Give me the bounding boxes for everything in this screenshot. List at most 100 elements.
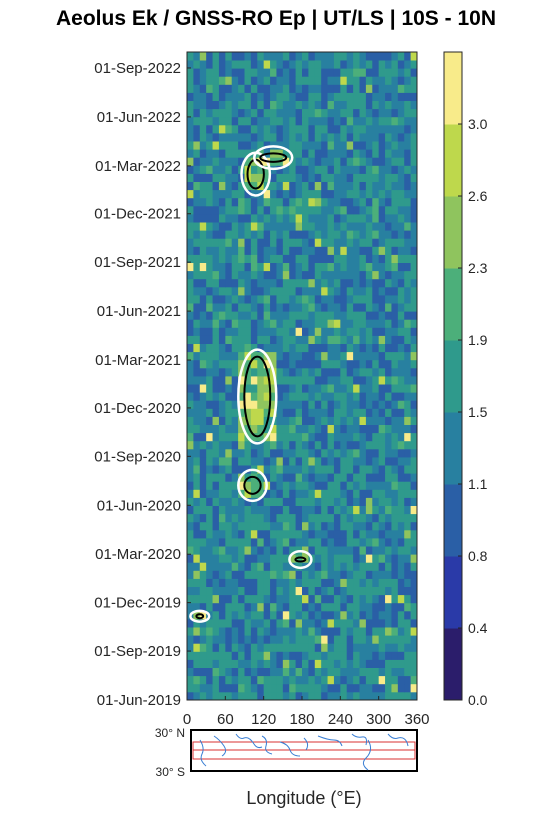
heatmap-cell (238, 562, 245, 571)
heatmap-cell (372, 124, 380, 134)
heatmap-cell (244, 222, 252, 231)
heatmap-cell (276, 408, 284, 417)
heatmap-cell (404, 108, 412, 118)
heatmap-cell (263, 303, 271, 312)
heatmap-cell (270, 230, 277, 239)
heatmap-cell (218, 327, 226, 336)
heatmap-cell (225, 246, 233, 255)
heatmap-cell (391, 230, 399, 239)
heatmap-cell (372, 667, 380, 677)
heatmap-cell (238, 465, 245, 474)
heatmap-cell (410, 521, 418, 531)
heatmap-cell (199, 133, 207, 142)
heatmap-cell (295, 392, 303, 401)
heatmap-cell (199, 602, 207, 612)
heatmap-cell (385, 554, 392, 563)
heatmap-cell (218, 432, 226, 442)
heatmap-cell (385, 343, 392, 353)
heatmap-cell (206, 400, 213, 409)
heatmap-cell (206, 141, 213, 150)
heatmap-cell (238, 643, 245, 652)
y-tick-label: 01-Mar-2021 (95, 352, 181, 369)
heatmap-cell (410, 643, 418, 652)
heatmap-cell (238, 683, 245, 693)
heatmap-cell (385, 124, 392, 134)
heatmap-cell (308, 529, 316, 539)
heatmap-cell (359, 254, 367, 263)
heatmap-cell (263, 619, 271, 628)
heatmap-cell (270, 303, 277, 312)
heatmap-cell (378, 619, 386, 628)
heatmap-cell (397, 343, 405, 353)
heatmap-cell (302, 643, 309, 652)
heatmap-cell (257, 286, 265, 296)
heatmap-cell (353, 52, 360, 61)
heatmap-cell (391, 319, 399, 328)
heatmap-cell (333, 610, 341, 620)
heatmap-cell (378, 108, 386, 118)
heatmap-cell (372, 84, 380, 93)
heatmap-cell (199, 60, 207, 69)
heatmap-cell (257, 262, 265, 272)
heatmap-cell (244, 311, 252, 320)
contour-outer (237, 348, 278, 445)
heatmap-cell (295, 141, 303, 150)
heatmap-cell (365, 562, 373, 571)
heatmap-cell (385, 335, 392, 344)
heatmap-cell (218, 84, 226, 93)
heatmap-cell (193, 400, 201, 409)
heatmap-cell (333, 254, 341, 263)
heatmap-cell (257, 619, 265, 628)
heatmap-cell (199, 327, 207, 336)
heatmap-cell (308, 457, 316, 466)
heatmap-cell (404, 205, 412, 215)
heatmap-cell (391, 457, 399, 466)
heatmap-cell (397, 562, 405, 571)
heatmap-cell (231, 440, 239, 450)
heatmap-cell (385, 181, 392, 191)
heatmap-cell (385, 497, 392, 506)
heatmap-cell (410, 270, 418, 280)
heatmap-cell (372, 254, 380, 263)
heatmap-cell (353, 643, 360, 652)
colorbar-tick-label: 0.4 (468, 620, 488, 636)
heatmap-cell (397, 278, 405, 288)
heatmap-cell (365, 157, 373, 166)
heatmap-cell (410, 529, 418, 539)
heatmap-cell (308, 165, 316, 174)
heatmap-cell (250, 68, 258, 77)
heatmap-cell (314, 635, 322, 644)
heatmap-cell (218, 651, 226, 660)
heatmap-cell (314, 214, 322, 223)
heatmap-cell (340, 440, 348, 450)
heatmap-cell (276, 319, 284, 328)
heatmap-cell (231, 246, 239, 255)
heatmap-cell (244, 619, 252, 628)
map-inset-coastlines (199, 733, 409, 771)
heatmap-cell (257, 408, 265, 417)
heatmap-cell (327, 659, 335, 668)
heatmap-cell (321, 367, 328, 377)
heatmap-cell (397, 367, 405, 377)
heatmap-cell (263, 68, 271, 77)
heatmap-cell (225, 416, 233, 425)
heatmap-cell (314, 643, 322, 652)
heatmap-cell (231, 84, 239, 93)
heatmap-cell (327, 222, 335, 231)
heatmap-cell (340, 270, 348, 280)
heatmap-cell (199, 197, 207, 207)
heatmap-cell (263, 173, 271, 182)
heatmap-cell (225, 124, 233, 134)
heatmap-cell (199, 238, 207, 247)
heatmap-cell (212, 197, 220, 207)
heatmap-cell (378, 376, 386, 385)
heatmap-cell (244, 181, 252, 191)
heatmap-cell (308, 173, 316, 182)
heatmap-cell (270, 100, 277, 110)
heatmap-cell (225, 278, 233, 288)
heatmap-cell (238, 254, 245, 263)
heatmap-cell (378, 408, 386, 417)
heatmap-cell (270, 570, 277, 579)
heatmap-cell (410, 157, 418, 166)
heatmap-cell (250, 538, 258, 547)
